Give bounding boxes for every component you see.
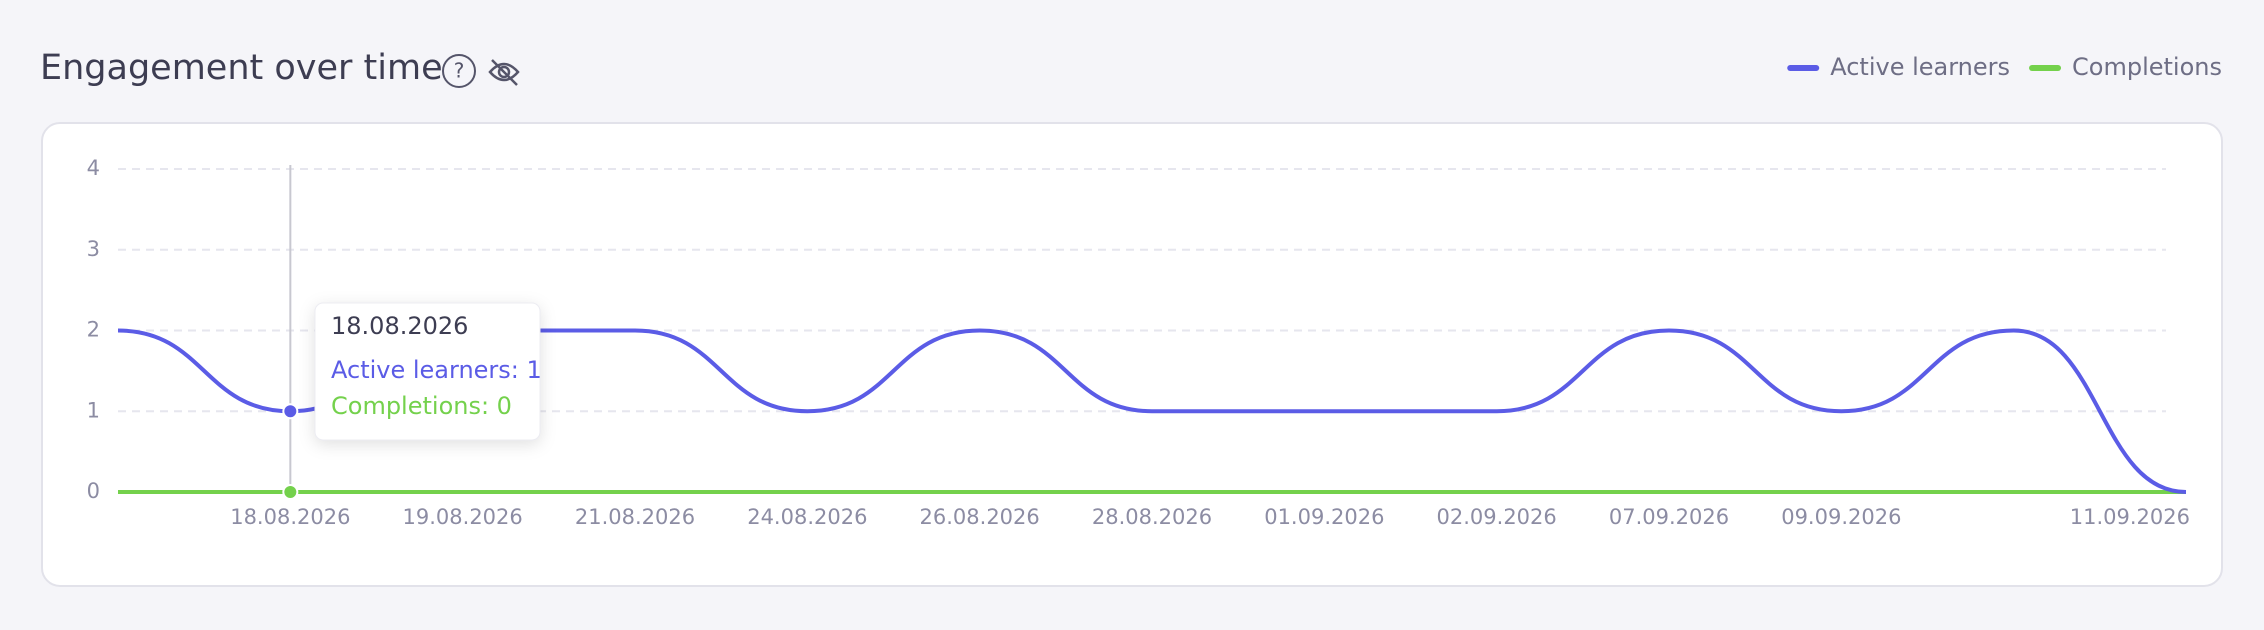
x-tick-label: 11.09.2026 bbox=[2070, 505, 2190, 529]
tooltip-date: 18.08.2026 bbox=[331, 312, 468, 340]
help-icon[interactable]: ? bbox=[442, 54, 476, 88]
y-tick-label: 4 bbox=[87, 156, 100, 180]
x-tick-label: 18.08.2026 bbox=[230, 505, 350, 529]
y-tick-label: 0 bbox=[87, 479, 100, 503]
hover-point bbox=[282, 484, 299, 500]
x-tick-label: 01.09.2026 bbox=[1264, 505, 1384, 529]
x-tick-label: 21.08.2026 bbox=[575, 505, 695, 529]
y-tick-label: 1 bbox=[87, 398, 100, 422]
x-tick-label: 02.09.2026 bbox=[1437, 505, 1557, 529]
legend-label: Active learners bbox=[1830, 53, 2010, 81]
chart-title: Engagement over time bbox=[40, 48, 443, 88]
y-tick-label: 3 bbox=[87, 237, 100, 261]
tooltip-box bbox=[314, 302, 541, 441]
svg-text:?: ? bbox=[454, 59, 465, 83]
x-tick-label: 19.08.2026 bbox=[403, 505, 523, 529]
legend-label: Completions bbox=[2072, 53, 2222, 81]
tooltip-line: Active learners: 1 bbox=[331, 356, 542, 384]
x-tick-label: 24.08.2026 bbox=[747, 505, 867, 529]
y-tick-label: 2 bbox=[87, 318, 100, 342]
tooltip: 18.08.2026 Active learners: 1 Completions:… bbox=[314, 302, 542, 441]
x-tick-label: 09.09.2026 bbox=[1781, 505, 1901, 529]
tooltip-line: Completions: 0 bbox=[331, 392, 512, 420]
x-tick-label: 07.09.2026 bbox=[1609, 505, 1729, 529]
hide-icon[interactable] bbox=[488, 59, 520, 86]
x-tick-label: 26.08.2026 bbox=[920, 505, 1040, 529]
chart-card bbox=[41, 122, 2223, 587]
x-tick-label: 28.08.2026 bbox=[1092, 505, 1212, 529]
hover-point bbox=[282, 403, 299, 420]
